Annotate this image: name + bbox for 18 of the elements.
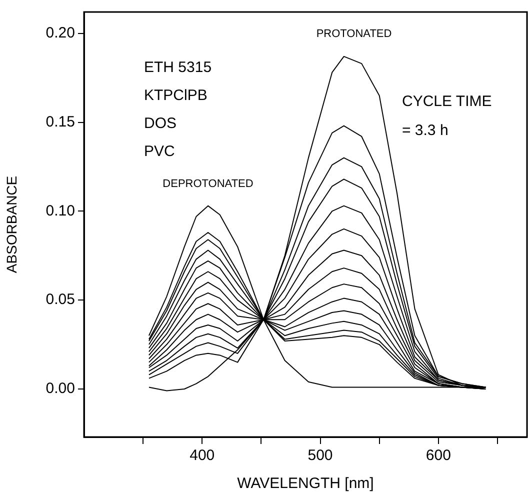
x-axis-title: WAVELENGTH [nm] [237, 475, 374, 492]
annotation: CYCLE TIME [402, 93, 492, 110]
y-tick-label: 0.20 [46, 24, 75, 42]
annotation: DEPROTONATED [162, 178, 254, 190]
y-tick-label: 0.15 [46, 113, 75, 130]
y-tick-label: 0.05 [46, 291, 75, 308]
y-tick-label: 0.00 [46, 380, 75, 398]
y-axis-title: ABSORBANCE [3, 176, 20, 274]
x-tick-label: 400 [190, 447, 215, 464]
x-tick-label: 500 [308, 447, 333, 464]
annotation: = 3.3 h [402, 122, 448, 140]
x-tick-label: 600 [426, 447, 451, 464]
annotation: ETH 5315 [144, 59, 212, 76]
annotation: KTPClPB [144, 87, 208, 104]
annotation: PROTONATED [316, 28, 392, 40]
annotation: DOS [144, 115, 177, 132]
annotation: PVC [144, 143, 176, 160]
y-tick-label: 0.10 [46, 202, 75, 220]
